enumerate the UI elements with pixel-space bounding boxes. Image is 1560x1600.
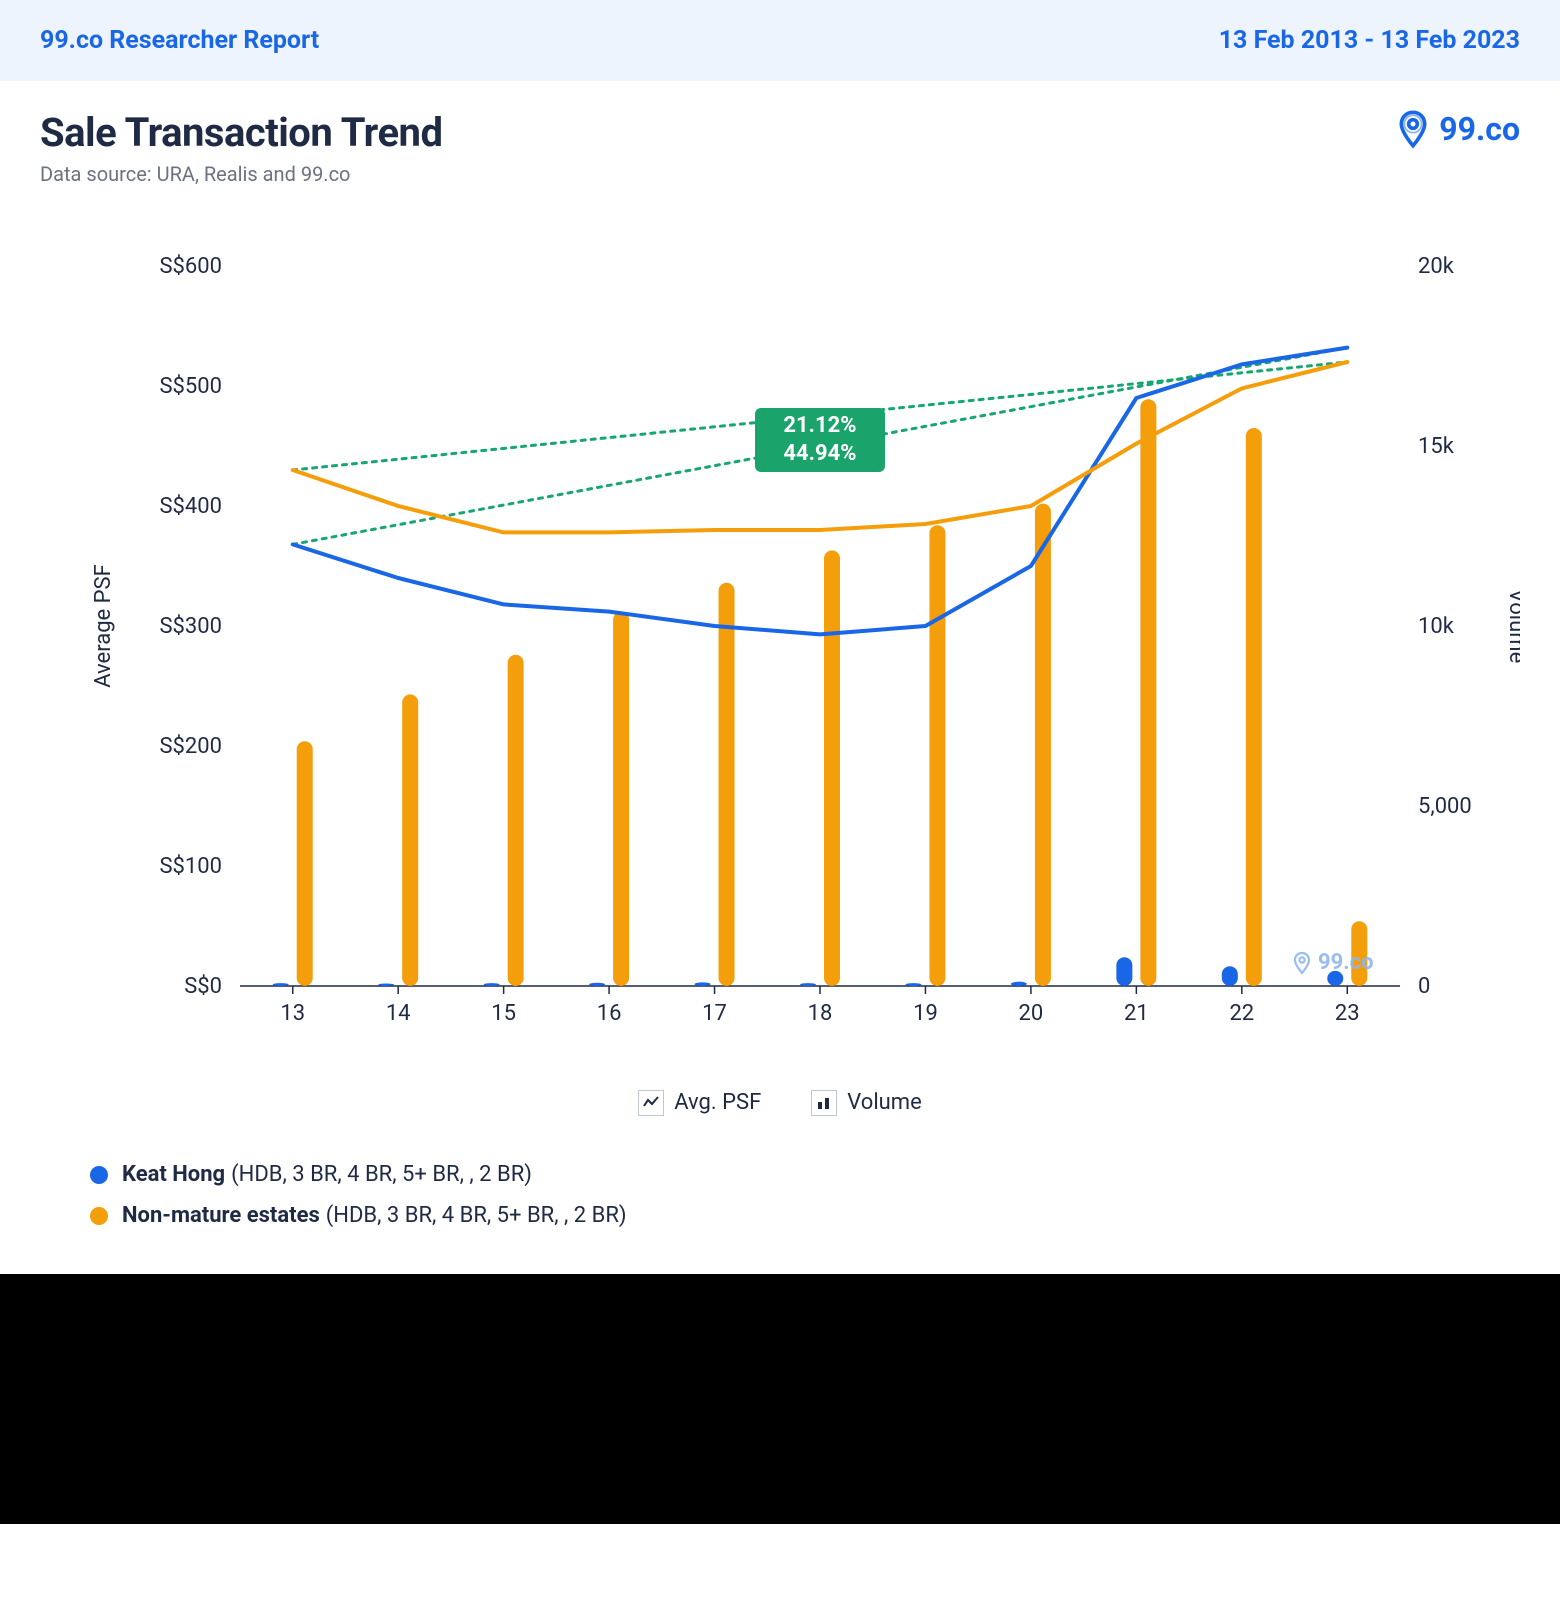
svg-text:17: 17	[702, 1001, 727, 1026]
svg-text:S$300: S$300	[159, 614, 222, 639]
svg-text:15: 15	[491, 1001, 516, 1026]
svg-text:21: 21	[1124, 1001, 1149, 1026]
legend-volume-label: Volume	[847, 1090, 922, 1115]
svg-text:S$400: S$400	[159, 494, 222, 519]
svg-text:22: 22	[1229, 1001, 1254, 1026]
svg-text:S$600: S$600	[159, 254, 222, 279]
footer-black-strip	[0, 1274, 1560, 1524]
svg-text:20: 20	[1019, 1001, 1044, 1026]
svg-text:15k: 15k	[1418, 434, 1455, 459]
series-legend-item: Non-mature estates (HDB, 3 BR, 4 BR, 5+ …	[90, 1203, 1520, 1228]
report-date-range: 13 Feb 2013 - 13 Feb 2023	[1219, 26, 1520, 55]
svg-text:0: 0	[1418, 974, 1430, 999]
svg-text:14: 14	[386, 1001, 411, 1026]
svg-text:S$0: S$0	[184, 974, 222, 999]
bar-chart-icon	[811, 1090, 837, 1116]
svg-text:18: 18	[808, 1001, 833, 1026]
svg-text:10k: 10k	[1418, 614, 1455, 639]
brand-logo: 99.co	[1393, 109, 1520, 149]
svg-text:23: 23	[1335, 1001, 1360, 1026]
svg-text:5,000: 5,000	[1418, 794, 1472, 819]
legend-avg-psf: Avg. PSF	[638, 1090, 761, 1116]
legend-avg-psf-label: Avg. PSF	[674, 1090, 761, 1115]
map-pin-icon	[1290, 951, 1314, 975]
watermark: 99.co	[1290, 950, 1374, 975]
legend-series-detail: (HDB, 3 BR, 4 BR, 5+ BR, , 2 BR)	[231, 1162, 532, 1187]
subtitle: Data source: URA, Realis and 99.co	[40, 162, 442, 186]
legend-series-detail: (HDB, 3 BR, 4 BR, 5+ BR, , 2 BR)	[326, 1203, 627, 1228]
legend-dot	[90, 1166, 108, 1184]
legend-row: Avg. PSF Volume	[40, 1090, 1520, 1116]
svg-text:21.12%: 21.12%	[783, 413, 856, 438]
svg-text:13: 13	[280, 1001, 305, 1026]
svg-text:44.94%: 44.94%	[783, 441, 856, 466]
brand-text: 99.co	[1439, 110, 1520, 148]
map-pin-icon	[1393, 109, 1433, 149]
svg-text:S$200: S$200	[159, 734, 222, 759]
header: Sale Transaction Trend Data source: URA,…	[0, 81, 1560, 196]
title-block: Sale Transaction Trend Data source: URA,…	[40, 109, 442, 186]
series-legend-item: Keat Hong (HDB, 3 BR, 4 BR, 5+ BR, , 2 B…	[90, 1162, 1520, 1187]
topbar: 99.co Researcher Report 13 Feb 2013 - 13…	[0, 0, 1560, 81]
chart-area: S$0 S$100 S$200 S$300 S$400 S$500 S$600 0 5,000 1…	[0, 196, 1560, 1136]
legend-series-name: Keat Hong	[122, 1162, 225, 1187]
svg-text:S$500: S$500	[159, 374, 222, 399]
svg-text:S$100: S$100	[159, 854, 222, 879]
svg-text:19: 19	[913, 1001, 938, 1026]
legend-series-name: Non-mature estates	[122, 1203, 320, 1228]
series-legend: Keat Hong (HDB, 3 BR, 4 BR, 5+ BR, , 2 B…	[0, 1136, 1560, 1274]
report-brand-title: 99.co Researcher Report	[40, 26, 319, 55]
legend-volume: Volume	[811, 1090, 922, 1116]
page-title: Sale Transaction Trend	[40, 109, 442, 156]
svg-text:16: 16	[597, 1001, 622, 1026]
chart-svg: S$0 S$100 S$200 S$300 S$400 S$500 S$600 0 5,000 1…	[40, 236, 1520, 1056]
watermark-text: 99.co	[1318, 950, 1374, 975]
line-chart-icon	[638, 1090, 664, 1116]
svg-text:Volume: Volume	[1504, 589, 1520, 664]
svg-text:20k: 20k	[1418, 254, 1455, 279]
svg-text:Average PSF: Average PSF	[91, 564, 116, 688]
legend-dot	[90, 1207, 108, 1225]
